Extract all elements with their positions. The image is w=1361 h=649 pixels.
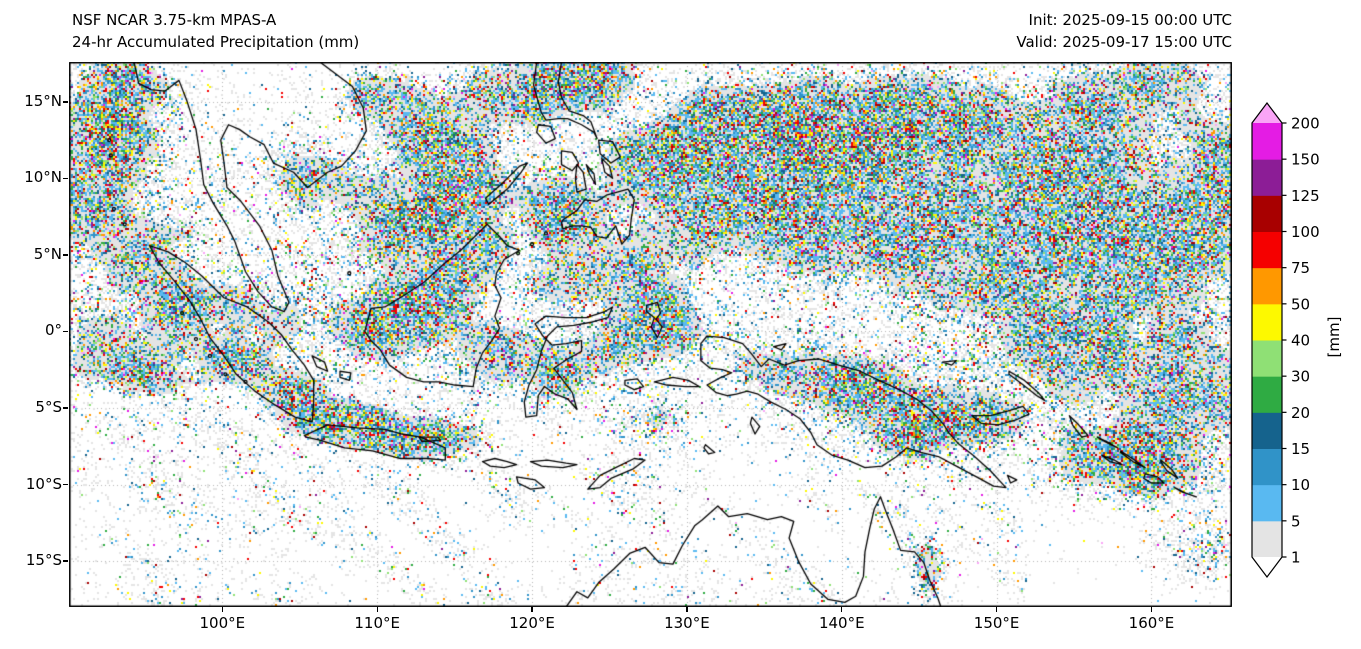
x-tick-label: 100°E bbox=[199, 614, 246, 632]
colorbar-segment bbox=[1252, 123, 1282, 160]
colorbar-segment bbox=[1252, 412, 1282, 449]
x-tick-mark bbox=[376, 607, 378, 612]
y-tick-mark bbox=[63, 483, 68, 486]
colorbar-tick-label: 100 bbox=[1291, 223, 1320, 241]
y-tick-label: 10°S bbox=[25, 474, 62, 493]
y-tick-label: 10°N bbox=[24, 168, 62, 187]
timestamps: Init: 2025-09-15 00:00 UTC Valid: 2025-0… bbox=[1016, 9, 1232, 53]
colorbar-segment bbox=[1252, 340, 1282, 377]
valid-time-label: Valid: 2025-09-17 15:00 UTC bbox=[1016, 33, 1232, 51]
colorbar-tick-label: 30 bbox=[1291, 368, 1310, 386]
colorbar-tick-label: 50 bbox=[1291, 295, 1310, 313]
page-title: NSF NCAR 3.75-km MPAS-A bbox=[72, 11, 277, 29]
colorbar-tick-label: 150 bbox=[1291, 151, 1320, 169]
x-tick-label: 160°E bbox=[1128, 614, 1175, 632]
colorbar-tick-label: 125 bbox=[1291, 187, 1320, 205]
x-tick-label: 150°E bbox=[973, 614, 1020, 632]
colorbar-segment bbox=[1252, 159, 1282, 196]
colorbar-tick-label: 15 bbox=[1291, 440, 1310, 458]
colorbar-tick-label: 5 bbox=[1291, 512, 1301, 530]
colorbar-segment bbox=[1252, 484, 1282, 522]
y-tick-mark bbox=[63, 560, 68, 562]
colorbar-segment bbox=[1252, 231, 1282, 269]
y-tick-mark bbox=[63, 177, 68, 180]
colorbar-tick-label: 10 bbox=[1291, 476, 1310, 494]
y-tick-mark bbox=[63, 330, 68, 333]
y-tick-label: 0° bbox=[44, 321, 62, 340]
x-tick-label: 140°E bbox=[818, 614, 865, 632]
colorbar-over-arrow bbox=[1252, 103, 1282, 123]
y-tick-label: 15°S bbox=[25, 551, 62, 570]
colorbar-tick-label: 75 bbox=[1291, 259, 1310, 277]
map-plot bbox=[69, 62, 1232, 607]
x-tick-mark bbox=[686, 607, 688, 612]
colorbar-units-label: [mm] bbox=[1325, 316, 1343, 358]
colorbar-segment bbox=[1252, 303, 1282, 341]
x-tick-mark bbox=[1150, 607, 1153, 612]
colorbar-segment bbox=[1252, 520, 1282, 558]
colorbar-segment bbox=[1252, 448, 1282, 486]
y-tick-mark bbox=[63, 254, 68, 256]
colorbar-under-arrow bbox=[1252, 557, 1282, 577]
y-tick-label: 5°S bbox=[35, 397, 62, 416]
colorbar-segment bbox=[1252, 195, 1282, 232]
x-tick-mark bbox=[531, 607, 533, 612]
x-tick-label: 110°E bbox=[354, 614, 400, 632]
colorbar-segment bbox=[1252, 267, 1282, 305]
y-tick-mark bbox=[63, 101, 68, 103]
colorbar-segment bbox=[1252, 376, 1282, 413]
colorbar-tick-label: 200 bbox=[1291, 115, 1320, 133]
precipitation-map-canvas bbox=[69, 62, 1232, 607]
x-tick-mark bbox=[996, 607, 998, 612]
colorbar-tick-label: 40 bbox=[1291, 332, 1310, 350]
colorbar-tick-label: 20 bbox=[1291, 404, 1310, 422]
x-tick-label: 130°E bbox=[664, 614, 710, 632]
x-tick-mark bbox=[841, 607, 843, 612]
x-tick-mark bbox=[221, 607, 223, 612]
figure-titles: NSF NCAR 3.75-km MPAS-A 24-hr Accumulate… bbox=[72, 9, 359, 53]
y-tick-mark bbox=[63, 407, 68, 409]
page-subtitle: 24-hr Accumulated Precipitation (mm) bbox=[72, 33, 360, 51]
colorbar-tick-label: 1 bbox=[1291, 549, 1301, 567]
y-tick-label: 5°N bbox=[33, 244, 62, 263]
x-tick-label: 120°E bbox=[509, 614, 555, 632]
y-tick-label: 15°N bbox=[24, 91, 62, 110]
init-time-label: Init: 2025-09-15 00:00 UTC bbox=[1028, 11, 1232, 29]
